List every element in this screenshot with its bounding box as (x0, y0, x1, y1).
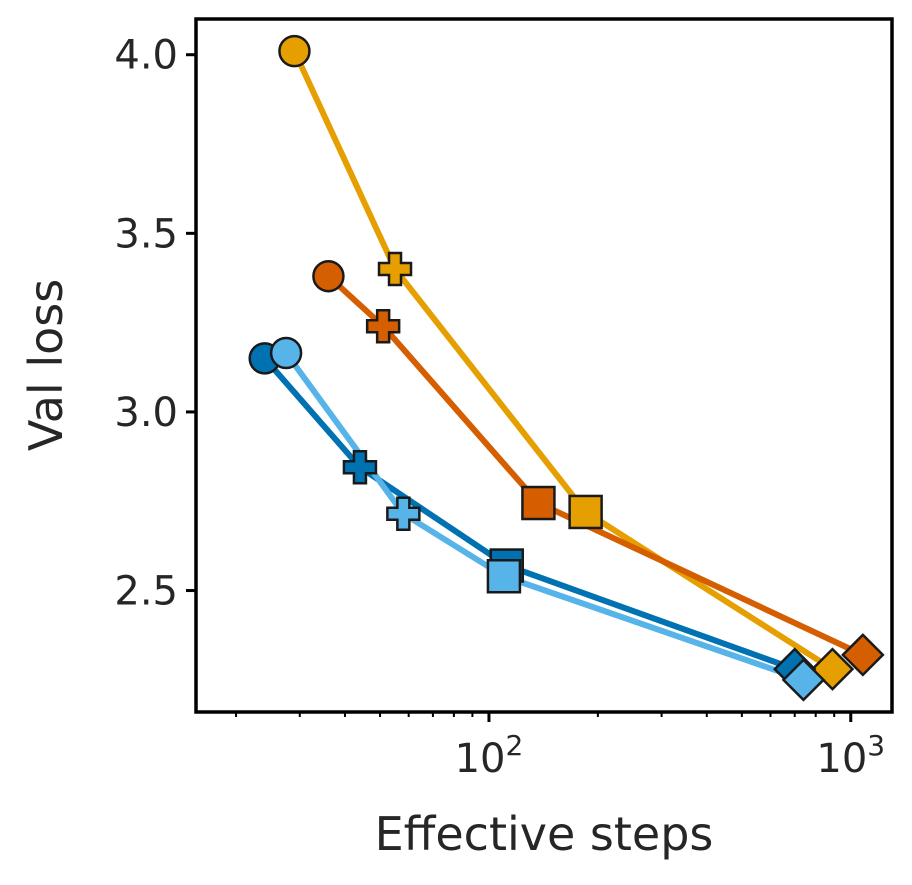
point-1-2 (521, 485, 556, 521)
point-3-0 (269, 336, 303, 370)
y-tick-label-1: 3.0 (114, 390, 178, 436)
point-0-0 (278, 34, 311, 68)
series-lines (261, 48, 866, 683)
series-markers (248, 34, 885, 702)
point-3-1 (386, 496, 421, 531)
x-axis: 102 103 (235, 712, 885, 782)
x-tick-label-0: 102 (455, 729, 524, 782)
y-tick-label-3: 4.0 (114, 33, 178, 79)
plot-area (196, 19, 892, 712)
series-line-0 (291, 48, 836, 673)
point-1-0 (312, 259, 345, 293)
point-3-2 (486, 559, 522, 594)
point-0-1 (377, 251, 413, 287)
point-0-2 (568, 494, 603, 530)
point-3-3 (781, 658, 826, 702)
point-1-3 (841, 633, 885, 677)
y-tick-label-0: 2.5 (114, 569, 178, 615)
y-tick-label-2: 3.5 (114, 211, 178, 257)
y-axis: 2.5 3.0 3.5 4.0 (114, 33, 196, 615)
series-line-3 (283, 349, 807, 683)
plot-frame (194, 17, 894, 714)
series-line-1 (325, 273, 866, 658)
point-1-1 (365, 308, 401, 344)
x-tick-label-1: 103 (816, 729, 885, 782)
series-layer (248, 34, 885, 702)
y-axis-label: Val loss (19, 279, 73, 451)
x-axis-label: Effective steps (375, 807, 714, 861)
point-2-1 (342, 450, 378, 485)
series-line-2 (261, 355, 798, 673)
